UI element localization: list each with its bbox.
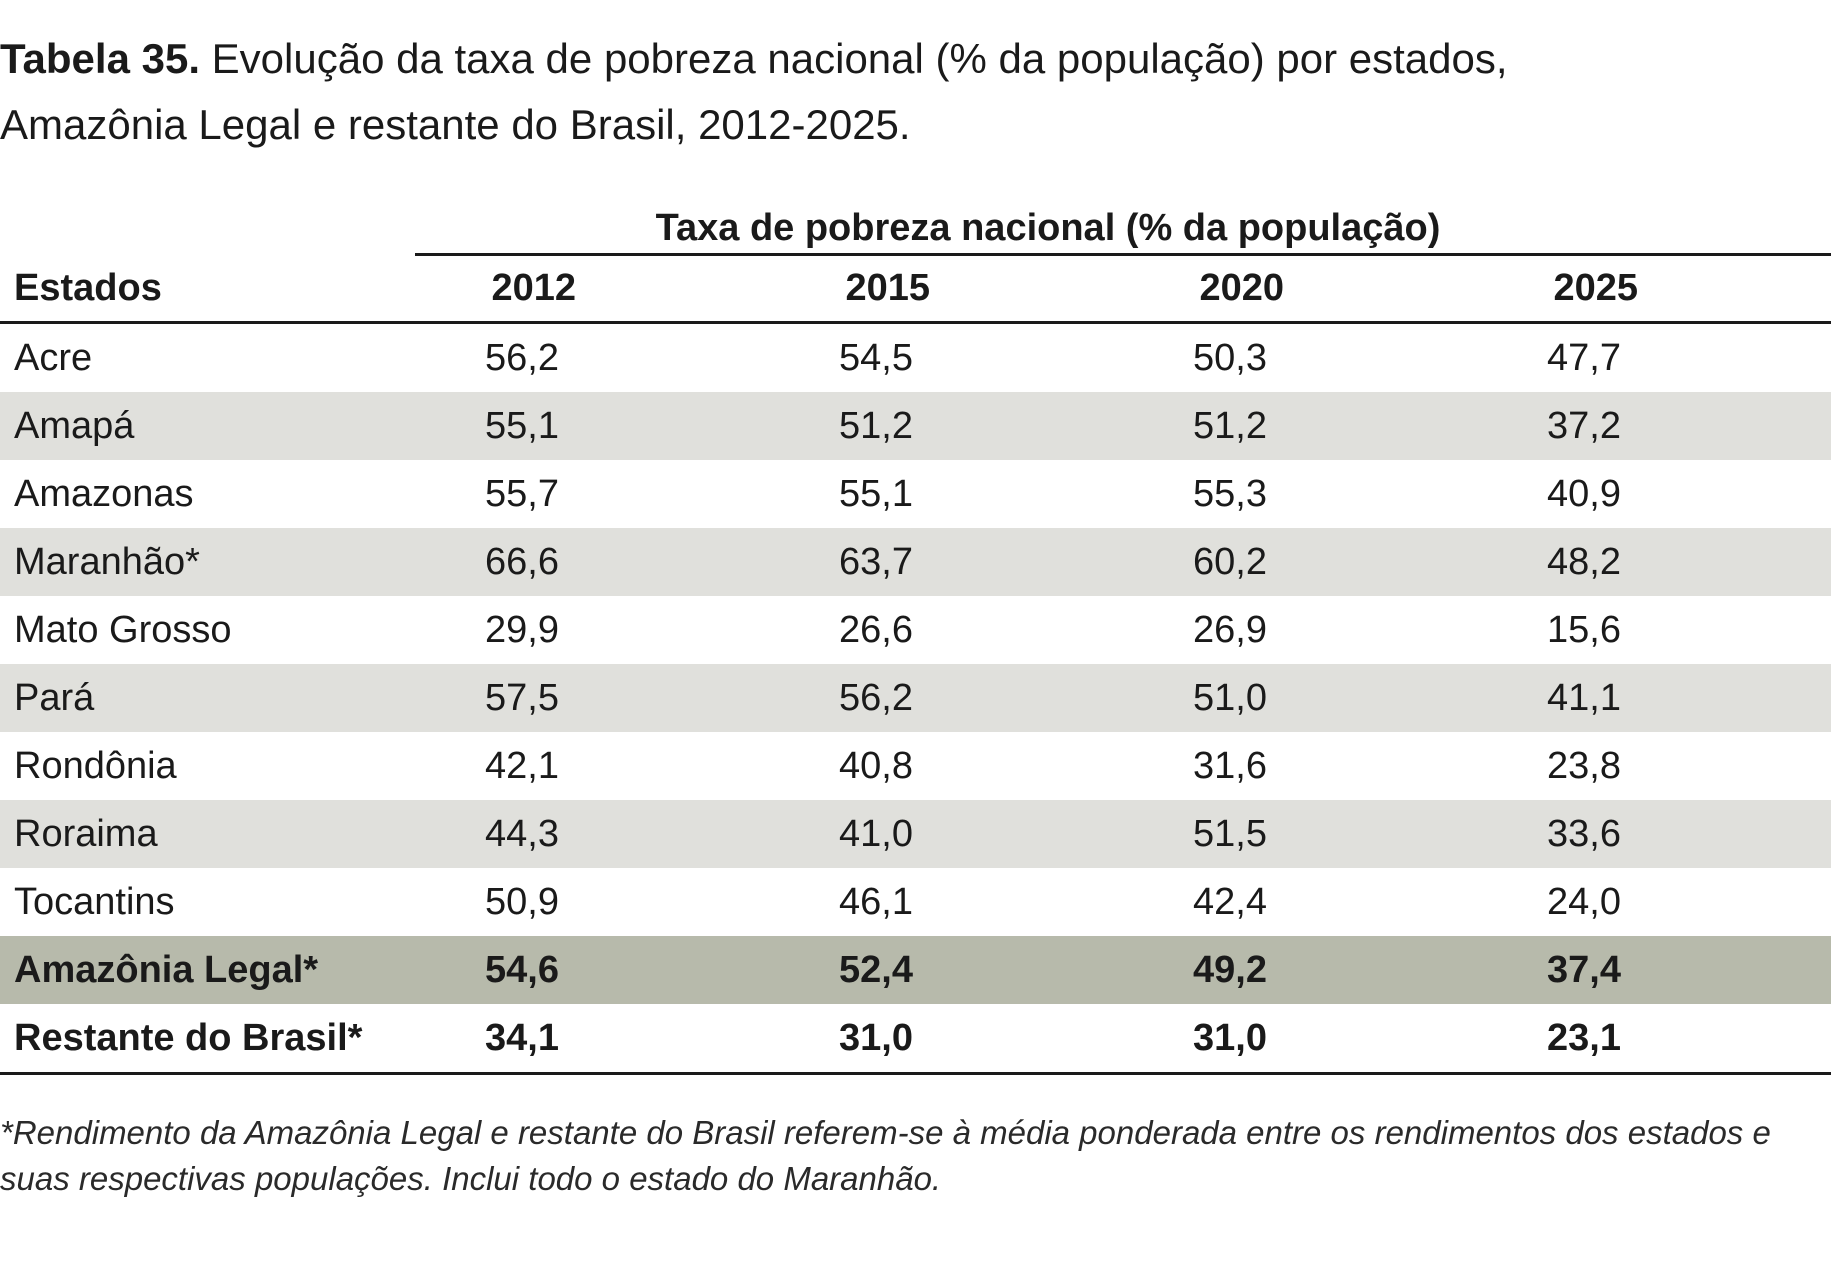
- poverty-rate-table: Taxa de pobreza nacional (% da população…: [0, 200, 1831, 1075]
- value-2012: 34,1: [485, 1016, 559, 1059]
- value-2020: 49,2: [1193, 948, 1267, 991]
- value-2012: 66,6: [485, 540, 559, 583]
- table-number: Tabela 35.: [0, 35, 200, 82]
- value-2020: 51,2: [1193, 404, 1267, 447]
- value-2020: 55,3: [1193, 472, 1267, 515]
- value-2025: 33,6: [1547, 812, 1621, 855]
- table-footnote: *Rendimento da Amazônia Legal e restante…: [0, 1114, 1771, 1197]
- table-row: Maranhão* 66,6 63,7 60,2 48,2: [0, 528, 1831, 596]
- column-group-rule: [415, 253, 1831, 256]
- state-name: Rondônia: [14, 744, 177, 787]
- value-2015: 54,5: [839, 336, 913, 379]
- state-name: Restante do Brasil*: [14, 1016, 363, 1059]
- value-2015: 46,1: [839, 880, 913, 923]
- value-2015: 40,8: [839, 744, 913, 787]
- value-2012: 55,1: [485, 404, 559, 447]
- value-2020: 60,2: [1193, 540, 1267, 583]
- value-2025: 40,9: [1547, 472, 1621, 515]
- column-header-states: Estados: [14, 267, 162, 309]
- value-2012: 56,2: [485, 336, 559, 379]
- value-2012: 29,9: [485, 608, 559, 651]
- total-row-amazonia-legal: Amazônia Legal* 54,6 52,4 49,2 37,4: [0, 936, 1831, 1004]
- value-2020: 26,9: [1193, 608, 1267, 651]
- value-2012: 55,7: [485, 472, 559, 515]
- table-header-row: Estados 2012 2015 2020 2025: [0, 256, 1831, 324]
- value-2025: 37,4: [1547, 948, 1621, 991]
- table-row: Rondônia 42,1 40,8 31,6 23,8: [0, 732, 1831, 800]
- table-row: Roraima 44,3 41,0 51,5 33,6: [0, 800, 1831, 868]
- value-2012: 42,1: [485, 744, 559, 787]
- state-name: Amapá: [14, 404, 135, 447]
- value-2015: 26,6: [839, 608, 913, 651]
- table-row: Acre 56,2 54,5 50,3 47,7: [0, 324, 1831, 392]
- state-name: Pará: [14, 676, 95, 719]
- value-2012: 57,5: [485, 676, 559, 719]
- value-2015: 63,7: [839, 540, 913, 583]
- table-row: Tocantins 50,9 46,1 42,4 24,0: [0, 868, 1831, 936]
- table-title: Tabela 35. Evolução da taxa de pobreza n…: [0, 26, 1700, 158]
- table-row: Amapá 55,1 51,2 51,2 37,2: [0, 392, 1831, 460]
- value-2025: 23,8: [1547, 744, 1621, 787]
- column-header-2025: 2025: [1553, 267, 1638, 309]
- value-2025: 37,2: [1547, 404, 1621, 447]
- value-2020: 31,0: [1193, 1016, 1267, 1059]
- column-group-header: Taxa de pobreza nacional (% da população…: [0, 200, 1831, 256]
- value-2025: 41,1: [1547, 676, 1621, 719]
- value-2025: 23,1: [1547, 1016, 1621, 1059]
- state-name: Maranhão*: [14, 540, 200, 583]
- state-name: Mato Grosso: [14, 608, 232, 651]
- value-2025: 47,7: [1547, 336, 1621, 379]
- value-2015: 51,2: [839, 404, 913, 447]
- value-2015: 52,4: [839, 948, 913, 991]
- value-2012: 50,9: [485, 880, 559, 923]
- column-header-2020: 2020: [1199, 267, 1284, 309]
- value-2025: 48,2: [1547, 540, 1621, 583]
- state-name: Tocantins: [14, 880, 175, 923]
- state-name: Acre: [14, 336, 93, 379]
- total-row-restante-do-brasil: Restante do Brasil* 34,1 31,0 31,0 23,1: [0, 1004, 1831, 1075]
- table-row: Pará 57,5 56,2 51,0 41,1: [0, 664, 1831, 732]
- value-2020: 51,0: [1193, 676, 1267, 719]
- value-2015: 31,0: [839, 1016, 913, 1059]
- value-2025: 15,6: [1547, 608, 1621, 651]
- column-header-2012: 2012: [491, 267, 576, 309]
- state-name: Roraima: [14, 812, 158, 855]
- value-2015: 55,1: [839, 472, 913, 515]
- value-2015: 41,0: [839, 812, 913, 855]
- table-row: Mato Grosso 29,9 26,6 26,9 15,6: [0, 596, 1831, 664]
- value-2020: 42,4: [1193, 880, 1267, 923]
- table-caption: Evolução da taxa de pobreza nacional (% …: [0, 35, 1508, 148]
- value-2015: 56,2: [839, 676, 913, 719]
- value-2025: 24,0: [1547, 880, 1621, 923]
- state-name: Amazônia Legal*: [14, 948, 319, 991]
- value-2020: 51,5: [1193, 812, 1267, 855]
- state-name: Amazonas: [14, 472, 194, 515]
- column-group-label: Taxa de pobreza nacional (% da população…: [655, 207, 1441, 249]
- value-2020: 31,6: [1193, 744, 1267, 787]
- column-header-2015: 2015: [845, 267, 930, 309]
- value-2012: 54,6: [485, 948, 559, 991]
- value-2020: 50,3: [1193, 336, 1267, 379]
- value-2012: 44,3: [485, 812, 559, 855]
- table-row: Amazonas 55,7 55,1 55,3 40,9: [0, 460, 1831, 528]
